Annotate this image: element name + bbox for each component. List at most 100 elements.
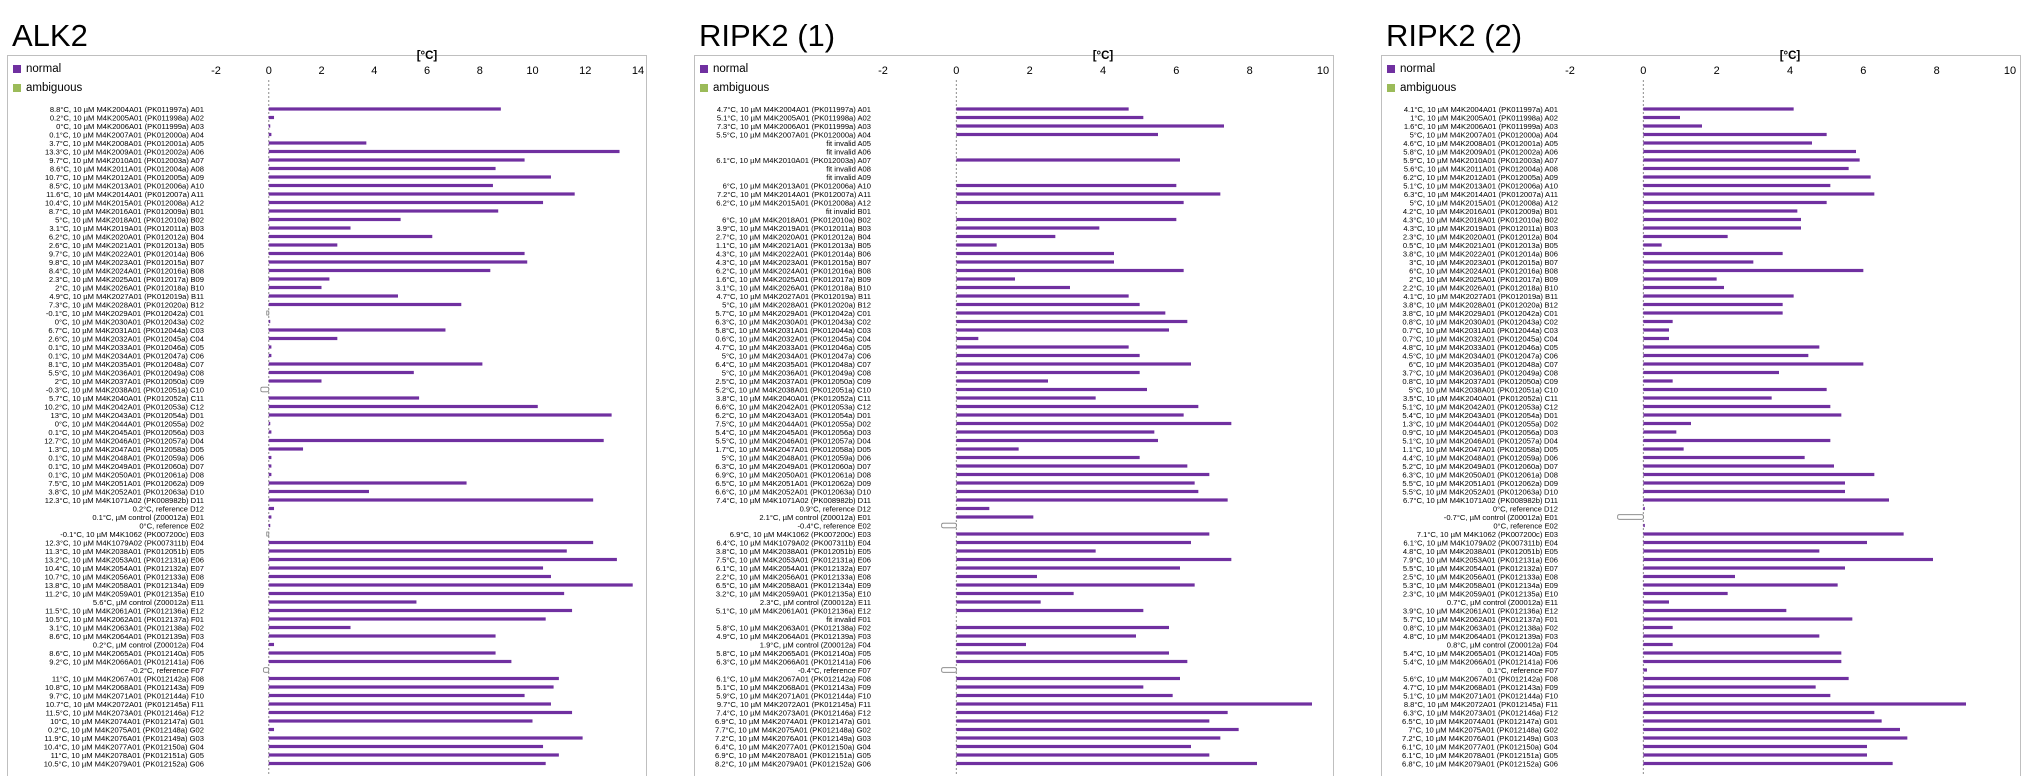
bar (1643, 251, 1783, 256)
bar (956, 693, 1173, 698)
bar (1643, 455, 1805, 460)
category-label: 4.7°C, 10 µM M4K2033A01 (PK012046a) C05 (715, 343, 871, 352)
category-label: 4.9°C, 10 µM M4K2027A01 (PK012019a) B11 (49, 292, 204, 301)
category-label: 8.8°C, 10 µM M4K2004A01 (PK011997a) A01 (50, 105, 204, 114)
bar (268, 319, 271, 324)
bar (956, 370, 1140, 375)
bar (268, 676, 559, 681)
bar (1643, 430, 1677, 434)
category-label: 5.3°C, 10 µM M4K2058A01 (PK012134a) E09 (1403, 581, 1558, 590)
bar (268, 608, 573, 613)
bar (268, 404, 538, 409)
category-label: 5.4°C, 10 µM M4K2066A01 (PK012141a) F06 (1403, 657, 1558, 666)
category-label: 4.4°C, 10 µM M4K2048A01 (PK012059a) D06 (1402, 453, 1558, 462)
category-label: -0.1°C, 10 µM M4K2029A01 (PK012042a) C01 (46, 309, 204, 318)
bar (1643, 421, 1691, 426)
bar (956, 336, 979, 341)
category-label: 1.9°C, µM control (Z00012a) F04 (760, 640, 871, 649)
category-label: 4.8°C, 10 µM M4K2064A01 (PK012139a) F03 (1403, 632, 1558, 641)
category-label: 13.2°C, 10 µM M4K2053A01 (PK012131a) E06 (45, 555, 204, 564)
bar (1643, 353, 1809, 358)
category-label: 4.7°C, 10 µM M4K2004A01 (PK011997a) A01 (717, 105, 871, 114)
bar (1643, 566, 1845, 570)
category-label: 6.1°C, 10 µM M4K2010A01 (PK012003a) A07 (716, 156, 871, 165)
category-label: 10.4°C, 10 µM M4K2054A01 (PK012132a) E07 (45, 564, 204, 573)
category-label: 2.2°C, 10 µM M4K2026A01 (PK012018a) B10 (1403, 283, 1558, 292)
bar (956, 744, 1191, 749)
category-label: 7.7°C, 10 µM M4K2075A01 (PK012148a) G02 (715, 725, 871, 734)
category-label: 11.5°C, 10 µM M4K2073A01 (PK012146a) F12 (46, 708, 204, 717)
category-label: 11.5°C, 10 µM M4K2061A01 (PK012136a) E12 (45, 606, 204, 615)
bar (268, 200, 544, 205)
category-label: 8.6°C, 10 µM M4K2064A01 (PK012139a) F03 (49, 632, 204, 641)
category-label: 2.5°C, 10 µM M4K2056A01 (PK012133a) E08 (1403, 572, 1558, 581)
category-label: 6.1°C, 10 µM M4K2077A01 (PK012150a) G04 (1402, 742, 1558, 751)
bar (268, 421, 271, 426)
bar (268, 481, 467, 485)
bar (1643, 583, 1838, 587)
bar (956, 319, 1188, 324)
legend-label-normal: normal (26, 63, 62, 75)
bar (1643, 668, 1647, 672)
category-label: 5°C, 10 µM M4K2018A01 (PK012010a) B02 (55, 215, 204, 224)
bar (268, 107, 501, 111)
legend-ambiguous: ambiguous (1387, 82, 1456, 94)
category-label: 4.3°C, 10 µM M4K2023A01 (PK012015a) B07 (716, 258, 871, 267)
category-label: 2.3°C, 10 µM M4K2020A01 (PK012012a) B04 (1403, 232, 1558, 241)
category-label: fit invalid F01 (826, 615, 871, 624)
bar (1643, 591, 1728, 596)
category-label: 3.8°C, 10 µM M4K2040A01 (PK012052a) C11 (716, 394, 871, 403)
x-tick-label: 4 (1100, 65, 1106, 77)
bar (268, 294, 398, 298)
bar (956, 591, 1074, 596)
bar (1643, 175, 1871, 179)
bar (268, 566, 544, 570)
x-tick-label: 8 (1934, 65, 1940, 77)
bar (268, 183, 493, 188)
category-label: 4.7°C, 10 µM M4K2027A01 (PK012019a) B11 (716, 292, 871, 301)
bar (956, 532, 1210, 536)
bar (956, 489, 1199, 494)
bar (268, 583, 633, 587)
category-label: 6.7°C, 10 µM M4K1071A02 (PK008982b) D11 (1403, 496, 1558, 505)
category-label: 6.2°C, 10 µM M4K2012A01 (PK012005a) A09 (1403, 173, 1558, 182)
category-label: 3.8°C, 10 µM M4K2028A01 (PK012020a) B12 (1403, 300, 1558, 309)
bar (956, 566, 1180, 570)
bar (956, 651, 1169, 655)
bar (956, 753, 1210, 757)
x-tick-label: 0 (1640, 65, 1646, 77)
category-label: fit invalid A05 (826, 139, 871, 148)
bar (268, 141, 367, 145)
bar (1643, 328, 1669, 332)
bar (956, 676, 1180, 681)
category-label: 9.2°C, 10 µM M4K2066A01 (PK012141a) F06 (49, 657, 204, 666)
x-tick-label: 6 (1860, 65, 1866, 77)
bar (268, 328, 446, 332)
category-label: 7.9°C, 10 µM M4K2053A01 (PK012131a) E06 (1403, 555, 1558, 564)
category-label: 5.7°C, 10 µM M4K2062A01 (PK012137a) F01 (1403, 615, 1558, 624)
bar (956, 625, 1169, 630)
category-label: fit invalid A08 (826, 164, 871, 173)
category-label: 4.1°C, 10 µM M4K2027A01 (PK012019a) B11 (1403, 292, 1558, 301)
bar (956, 285, 1070, 290)
bar (1643, 702, 1966, 706)
bar (956, 183, 1177, 188)
bar (268, 455, 272, 460)
bar (1643, 379, 1673, 383)
x-tick-label: 8 (477, 65, 483, 77)
bar (268, 625, 351, 630)
category-label: 4.8°C, 10 µM M4K2033A01 (PK012046a) C05 (1402, 343, 1558, 352)
bar (268, 345, 272, 349)
category-label: 3.7°C, 10 µM M4K2008A01 (PK012001a) A05 (49, 139, 204, 148)
chart-frame (7, 55, 647, 776)
bar (956, 702, 1312, 706)
chart-panel-ripk2-1: RIPK2 (1) normal ambiguous [°C] -2 0 2 4 6 8 10… (687, 0, 1335, 776)
category-label: 3.9°C, 10 µM M4K2061A01 (PK012136a) E12 (1403, 606, 1558, 615)
bar (956, 328, 1169, 332)
bar (268, 651, 496, 655)
category-label: fit invalid B01 (826, 207, 871, 216)
bar (268, 175, 551, 179)
legend-swatch-normal (700, 65, 708, 73)
bar (1643, 336, 1669, 341)
legend-ambiguous: ambiguous (13, 82, 82, 94)
